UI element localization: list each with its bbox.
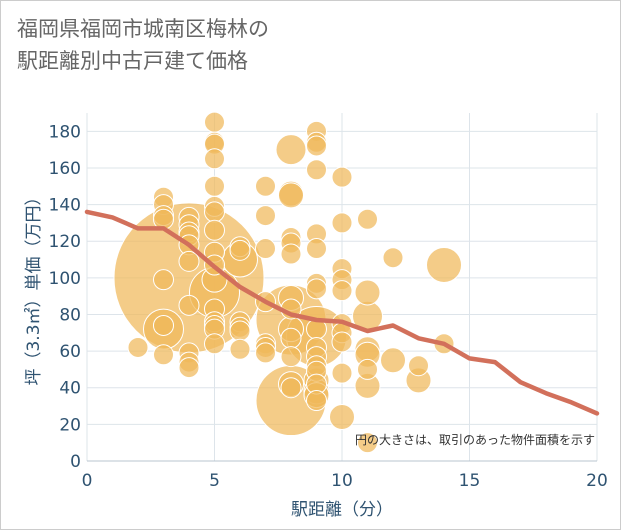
data-point [204, 175, 225, 197]
data-point [229, 338, 251, 360]
data-point [255, 238, 276, 260]
x-tick-label: 15 [459, 471, 481, 491]
chart-title: 福岡県福岡市城南区梅林の 駅距離別中古戸建て価格 [17, 13, 269, 77]
chart-title-line-2: 駅距離別中古戸建て価格 [17, 49, 248, 73]
data-point [275, 134, 307, 166]
data-point [306, 278, 327, 300]
data-point [331, 280, 353, 302]
data-point [331, 166, 353, 188]
data-point [255, 175, 276, 197]
data-point [408, 355, 429, 377]
data-point [229, 320, 251, 342]
x-tick-label: 0 [82, 471, 93, 491]
data-point [331, 212, 353, 234]
y-tick-label: 40 [59, 379, 81, 399]
data-point [331, 362, 353, 384]
data-point [204, 219, 225, 241]
data-point [357, 358, 378, 380]
data-point [153, 314, 174, 336]
data-point [229, 239, 251, 261]
y-tick-label: 80 [59, 305, 81, 325]
data-point [178, 294, 200, 316]
x-tick-label: 5 [209, 471, 220, 491]
y-tick-label: 120 [49, 232, 81, 252]
data-point [306, 390, 327, 412]
average-price-line [84, 209, 600, 416]
data-point [280, 377, 302, 399]
y-tick-label: 60 [59, 342, 81, 362]
data-point [331, 331, 353, 353]
data-point [306, 159, 327, 181]
data-point [178, 250, 200, 272]
data-point [280, 327, 302, 349]
data-point [127, 336, 149, 358]
data-point [354, 279, 381, 306]
data-point [380, 347, 406, 374]
data-point [278, 182, 304, 209]
data-point [426, 247, 462, 284]
y-tick-label: 20 [59, 415, 81, 435]
data-point [153, 269, 174, 291]
data-point [306, 135, 327, 157]
data-point [255, 342, 276, 364]
x-tick-label: 10 [331, 471, 353, 491]
y-tick-label: 180 [49, 122, 81, 142]
y-axis-title: 坪（3.3㎡）単価（万円） [24, 188, 44, 385]
data-point [280, 243, 302, 265]
y-tick-label: 0 [70, 452, 81, 472]
data-point [329, 404, 355, 431]
data-point [204, 111, 225, 133]
data-point [178, 357, 200, 379]
data-point [280, 346, 302, 368]
data-point [153, 344, 174, 366]
data-point [204, 148, 225, 170]
data-point [204, 201, 225, 223]
x-tick-label: 20 [586, 471, 608, 491]
data-point [357, 208, 378, 230]
y-tick-label: 160 [49, 159, 81, 179]
data-point [204, 333, 225, 355]
data-point [306, 238, 327, 260]
y-tick-label: 100 [49, 269, 81, 289]
x-axis-title: 駅距離（分） [291, 500, 393, 520]
y-tick-label: 140 [49, 196, 81, 216]
data-point [382, 247, 404, 269]
data-point [255, 205, 276, 227]
chart-title-line-1: 福岡県福岡市城南区梅林の [17, 17, 269, 41]
data-point [357, 432, 378, 454]
bubble-size-note: 円の大きさは、取引のあった物件面積を示す [355, 432, 595, 447]
